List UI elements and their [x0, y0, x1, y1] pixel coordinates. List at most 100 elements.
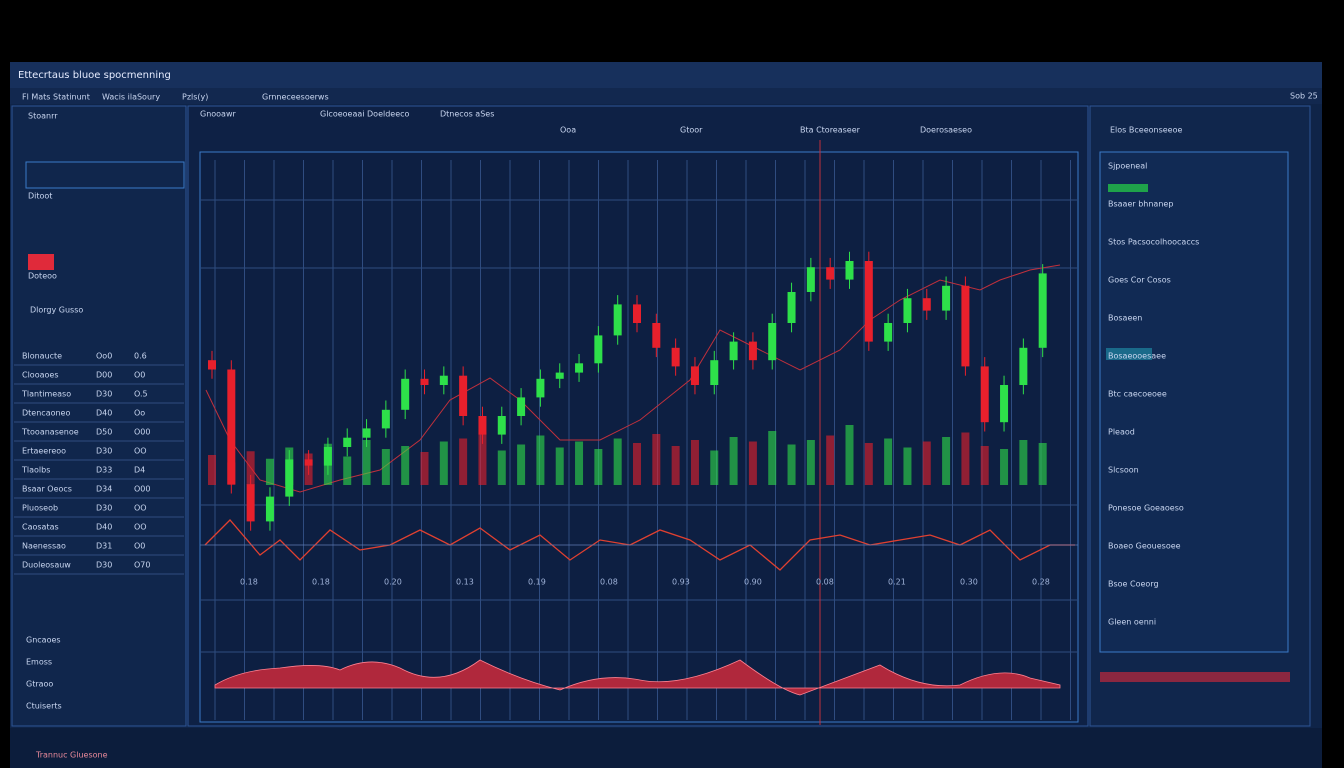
candle-body — [633, 304, 641, 323]
grid — [200, 160, 1078, 720]
volume-bar — [826, 435, 835, 485]
sidebar-cell: Pluoseob — [22, 504, 58, 513]
candle-body — [768, 323, 777, 361]
volume-bar — [652, 434, 661, 485]
status-bar — [10, 728, 1322, 768]
right-item: Bsaaer bhnanep — [1108, 200, 1173, 209]
volume-bar — [942, 437, 951, 485]
candle-body — [420, 378, 429, 385]
volume-bar — [806, 440, 815, 485]
sidebar-cell: O0 — [134, 371, 145, 380]
sidebar-cell: D40 — [96, 523, 112, 532]
sidebar-cell: OO — [134, 523, 147, 532]
sidebar-cell: O00 — [134, 428, 150, 437]
volume-bar — [362, 440, 371, 485]
sidebar-cell: D40 — [96, 409, 112, 418]
right-item: Pleaod — [1108, 428, 1135, 437]
chart-label: 0.08 — [816, 578, 834, 587]
menu-item: Wacis ilaSoury — [102, 93, 160, 102]
sidebar-cell: D30 — [96, 561, 112, 570]
volume-bar — [459, 438, 468, 485]
right-item: Boaeo Geouesoee — [1108, 542, 1181, 551]
sidebar-cell: D31 — [96, 542, 112, 551]
sidebar-cell: Oo — [134, 409, 145, 418]
right-item: Gleen oenni — [1108, 618, 1156, 627]
volume-bar — [575, 441, 584, 485]
candle-body — [343, 437, 352, 447]
right-item: Stos Pacsocolhoocaccs — [1108, 238, 1199, 247]
candle-body — [787, 292, 796, 323]
candle-body — [671, 347, 680, 367]
sidebar-section: Dlorgy Gusso — [30, 306, 83, 315]
candle-body — [575, 363, 584, 373]
sidebar-label: Ctuiserts — [26, 702, 62, 711]
sidebar-cell: 0.6 — [134, 352, 147, 361]
candle-body — [1019, 347, 1028, 385]
sidebar-cell: D50 — [96, 428, 112, 437]
volume-bar — [1000, 449, 1009, 485]
sidebar-cell: O.5 — [134, 390, 148, 399]
sidebar-cell: Tlaolbs — [21, 466, 50, 475]
candle-body — [555, 372, 564, 379]
right-mini-bars — [1100, 672, 1290, 682]
sidebar-cell: D33 — [96, 466, 112, 475]
selected-box — [25, 161, 185, 189]
sidebar-label: Stoanrr — [28, 112, 58, 121]
candle-body — [536, 378, 545, 398]
volume-bar — [478, 432, 487, 485]
toolbar-item: Doerosaeseo — [920, 126, 972, 135]
volume-bar — [208, 455, 216, 485]
sidebar-cell: Bsaar Oeocs — [22, 485, 72, 494]
volume-bar — [787, 444, 796, 485]
candle-body — [208, 360, 216, 370]
sidebar-cell: D4 — [134, 466, 145, 475]
sidebar — [11, 105, 187, 727]
title-bar — [10, 62, 1322, 88]
volume-bar — [748, 441, 757, 485]
volume-bar — [439, 441, 448, 485]
volume-bar — [864, 443, 873, 485]
sidebar-footer: Trannuc Gluesone — [35, 751, 108, 760]
sidebar-cell: Naenessao — [22, 542, 66, 551]
candle-body — [942, 285, 951, 311]
sidebar-label: Gtraoo — [26, 680, 53, 689]
candle-body — [285, 459, 294, 497]
status: Sob 25 — [1290, 92, 1318, 101]
candle-body — [304, 459, 313, 466]
moving-average — [205, 264, 1061, 493]
red-badge — [28, 254, 54, 270]
chart-label: 0.18 — [312, 578, 330, 587]
chart-label: 0.90 — [744, 578, 762, 587]
volume-bar — [497, 450, 506, 485]
candle-body — [459, 375, 468, 416]
bottom-area — [214, 659, 1061, 696]
volume-bar — [1019, 440, 1028, 485]
sidebar-cell: O0 — [134, 542, 145, 551]
candle-body — [381, 409, 390, 429]
toolbar-item: Bta Ctoreaseer — [800, 126, 861, 135]
candle-body — [729, 341, 738, 361]
candle-body — [246, 484, 255, 522]
candle-body — [401, 378, 410, 410]
volume-bar — [1038, 443, 1047, 485]
right-head: Elos Bceeonseeoe — [1110, 126, 1182, 135]
candle-body — [227, 369, 236, 485]
sidebar-cell: Caosatas — [22, 523, 59, 532]
candle-body — [806, 267, 815, 292]
candle-body — [265, 496, 274, 522]
chart-area — [199, 151, 1079, 723]
volume-bar — [536, 435, 545, 485]
menu-item: Fl Mats Statinunt — [22, 93, 90, 102]
volume-bar — [980, 446, 989, 485]
chart-label: 0.13 — [456, 578, 474, 587]
candle-body — [362, 428, 371, 438]
toolbar-item: Gtoor — [680, 126, 703, 135]
toolbar-item: Gnooawr — [200, 110, 237, 119]
candle-body — [922, 298, 931, 311]
volume-bar — [613, 438, 622, 485]
volume-bar — [690, 440, 699, 485]
candle-body — [884, 323, 893, 342]
candle-body — [903, 298, 912, 323]
sidebar-cell: Clooaoes — [22, 371, 58, 380]
